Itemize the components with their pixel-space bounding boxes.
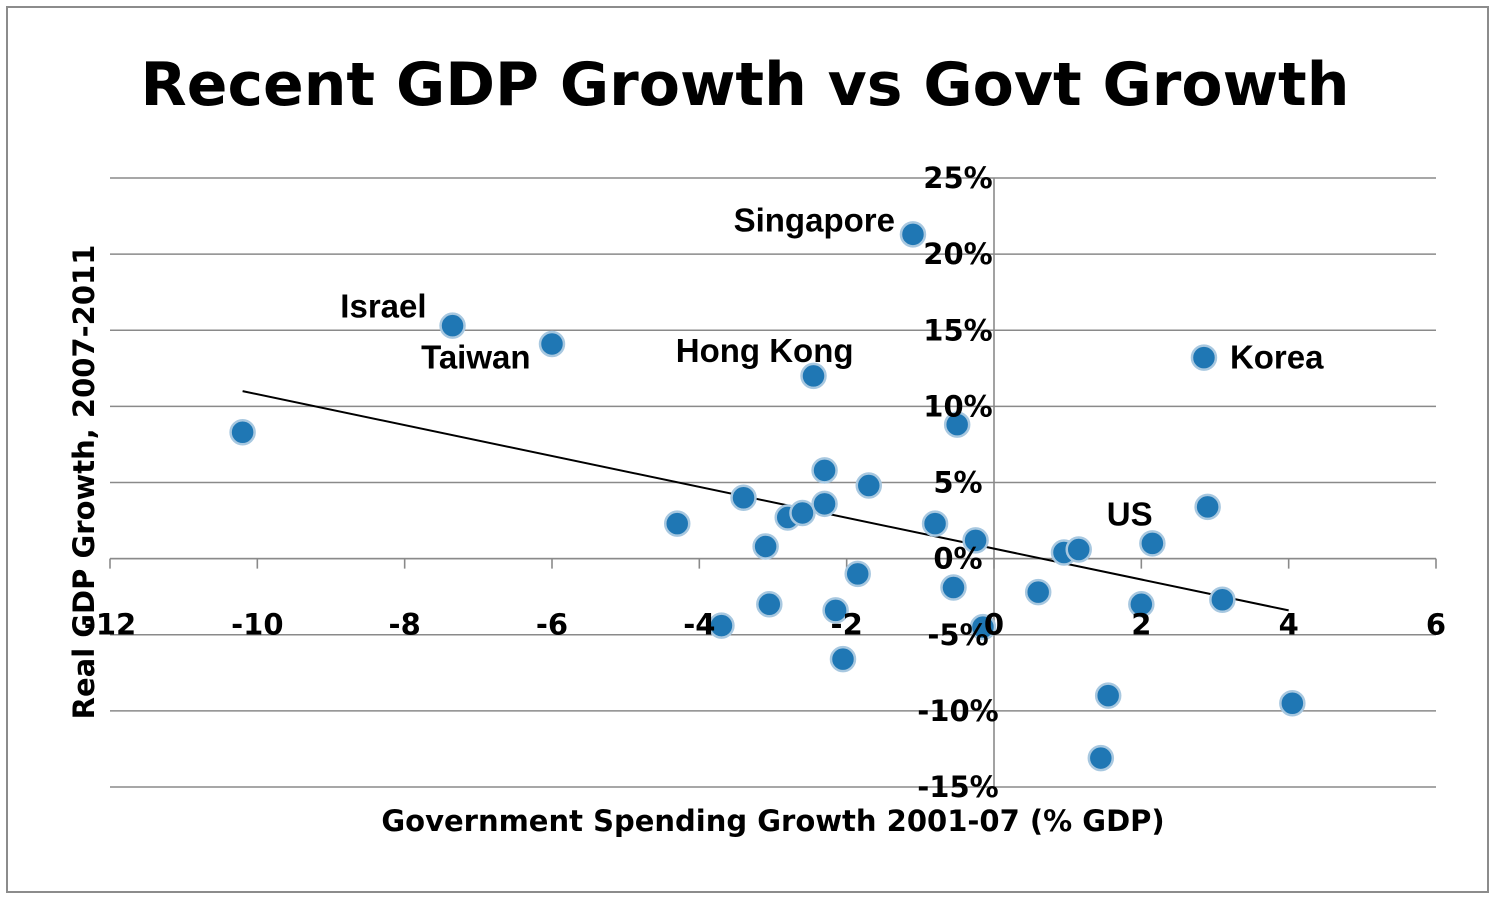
point-annotations: Singapore Israel Taiwan Hong Kong Korea US [340, 201, 1324, 532]
chart-frame [6, 6, 1489, 893]
x-tick-label: -10 [231, 608, 283, 642]
x-tick-label: -4 [683, 608, 715, 642]
data-point [1209, 586, 1236, 613]
x-tick-label: 6 [1426, 608, 1446, 642]
y-tick-label: 15% [923, 313, 992, 347]
data-point [1065, 536, 1092, 563]
x-tick-label: 2 [1131, 608, 1151, 642]
annotation-label: US [1107, 495, 1153, 532]
x-tick-labels: -12 -10 -8 -6 -4 -2 0 2 4 6 [84, 608, 1446, 642]
annotation-label: Singapore [734, 201, 895, 238]
y-tick-label: 25% [923, 161, 992, 195]
x-tick-label: -2 [831, 608, 863, 642]
x-tick-label: -8 [389, 608, 421, 642]
annotation-label: Taiwan [421, 339, 530, 376]
y-tick-labels: -15% -10% -5% 0% 5% 10% 15% 20% 25% [917, 161, 998, 804]
data-point [844, 560, 871, 588]
data-point [1190, 344, 1218, 371]
x-tick-label: 0 [984, 608, 1004, 642]
data-point [899, 221, 927, 248]
data-point [811, 490, 838, 518]
data-points [229, 221, 1306, 772]
data-point [1024, 578, 1052, 606]
x-tick-label: -12 [84, 608, 136, 642]
annotation-label: Israel [340, 288, 426, 325]
data-point [822, 597, 849, 624]
data-point [1194, 493, 1221, 521]
trendline-group [242, 390, 1289, 612]
annotation-label: Hong Kong [676, 332, 854, 369]
data-point [756, 591, 783, 618]
y-tick-label: -5% [927, 618, 988, 652]
data-point [663, 510, 691, 537]
data-point [708, 612, 735, 639]
data-point [1087, 744, 1115, 772]
chart-title: Recent GDP Growth vs Govt Growth [141, 50, 1350, 120]
data-point [439, 312, 466, 339]
y-tick-label: -10% [917, 694, 998, 728]
data-point [962, 527, 989, 554]
data-point [1094, 682, 1122, 709]
data-point [229, 419, 256, 446]
y-tick-label: -15% [917, 770, 998, 804]
data-point [1139, 530, 1166, 557]
x-tick-label: -6 [536, 608, 568, 642]
y-tick-label: 20% [923, 237, 992, 271]
y-tick-label: 5% [933, 466, 982, 500]
data-point [752, 533, 779, 560]
grid-lines [110, 177, 1436, 788]
data-point [921, 510, 949, 537]
axes [109, 178, 1437, 787]
y-axis-label: Real GDP Growth, 2007-2011 [67, 245, 101, 720]
annotation-label: Korea [1230, 339, 1324, 376]
data-point [789, 499, 816, 527]
data-point [969, 613, 997, 641]
x-tick-label: 4 [1279, 608, 1299, 642]
y-tick-label: 10% [923, 389, 992, 423]
y-tick-label: 0% [933, 542, 982, 576]
data-point [538, 330, 566, 358]
data-point [943, 411, 971, 438]
data-point [829, 645, 857, 673]
data-point [1128, 591, 1155, 618]
trendline [242, 390, 1289, 612]
data-point [1279, 690, 1306, 717]
x-axis-label: Government Spending Growth 2001-07 (% GD… [381, 804, 1164, 838]
data-point [811, 457, 838, 484]
data-point [730, 484, 757, 511]
data-point [940, 574, 967, 601]
data-point [855, 472, 883, 499]
data-point [800, 362, 827, 390]
